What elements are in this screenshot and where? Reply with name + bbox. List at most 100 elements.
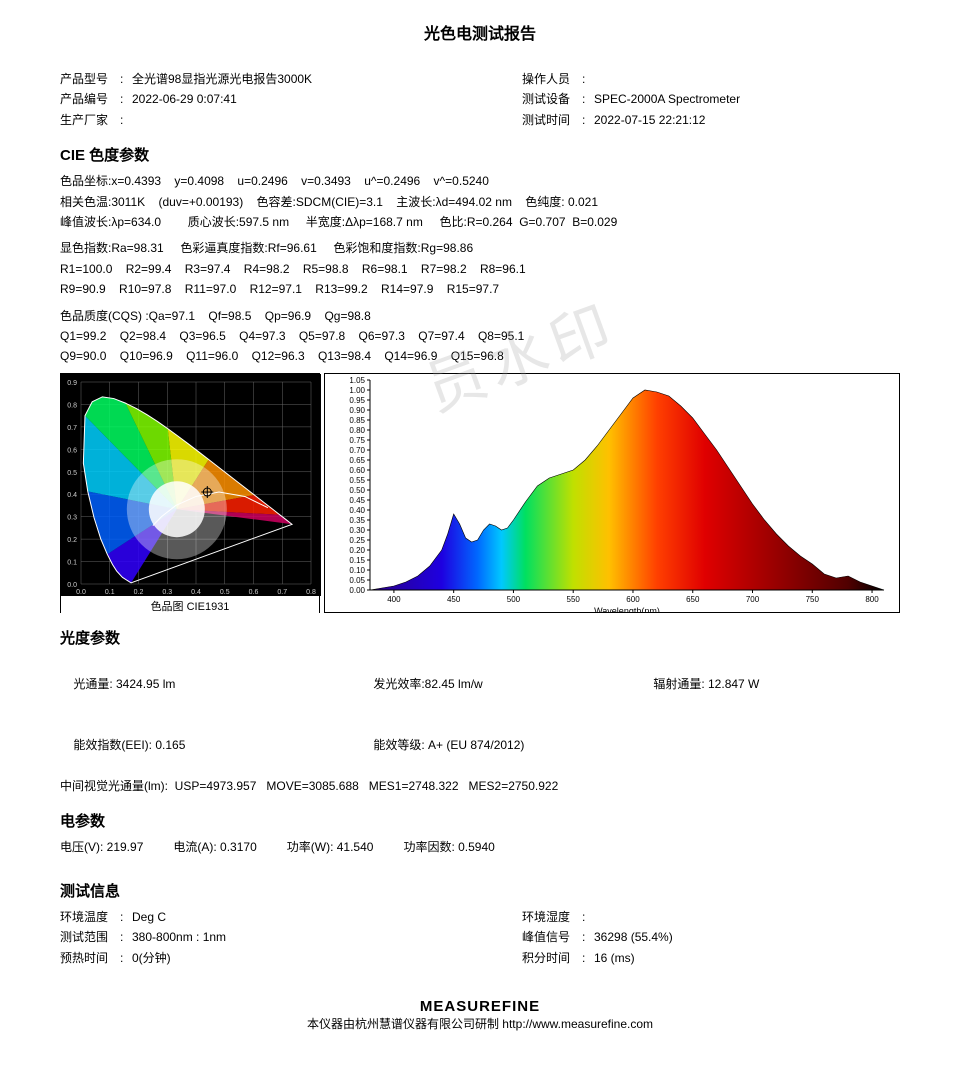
- report-title: 光色电测试报告: [60, 20, 900, 44]
- param-line: 峰值波长:λp=634.0 质心波长:597.5 nm 半宽度:Δλp=168.…: [60, 212, 900, 232]
- testinfo-left: 环境温度:Deg C 测试范围:380-800nm : 1nm 预热时间:0(分…: [60, 907, 522, 968]
- label-manu: 生产厂家: [60, 110, 120, 130]
- meta-block: 产品型号:全光谱98显指光源光电报告3000K 产品编号:2022-06-29 …: [60, 69, 900, 130]
- svg-text:0.7: 0.7: [67, 425, 77, 432]
- svg-text:0.80: 0.80: [349, 426, 365, 435]
- svg-text:0.2: 0.2: [67, 537, 77, 544]
- value-time: 2022-07-15 22:21:12: [594, 113, 705, 127]
- svg-text:0.95: 0.95: [349, 396, 365, 405]
- svg-text:550: 550: [567, 595, 581, 604]
- photometric-line1: 光通量: 3424.95 lm发光效率:82.45 lm/w辐射通量: 12.8…: [60, 654, 900, 715]
- label-integ: 积分时间: [522, 948, 582, 968]
- svg-text:800: 800: [865, 595, 879, 604]
- svg-text:Wavelength(nm): Wavelength(nm): [594, 606, 660, 612]
- svg-text:650: 650: [686, 595, 700, 604]
- svg-text:1.05: 1.05: [349, 376, 365, 385]
- param-line: Q9=90.0 Q10=96.9 Q11=96.0 Q12=96.3 Q13=9…: [60, 346, 900, 366]
- cie-section-title: CIE 色度参数: [60, 144, 900, 165]
- label-device: 测试设备: [522, 89, 582, 109]
- param-line: 相关色温:3011K (duv=+0.00193) 色容差:SDCM(CIE)=…: [60, 192, 900, 212]
- label-peak: 峰值信号: [522, 927, 582, 947]
- charts-row: 0.00.10.20.30.40.50.60.70.80.00.10.20.30…: [60, 373, 900, 613]
- meta-left: 产品型号:全光谱98显指光源光电报告3000K 产品编号:2022-06-29 …: [60, 69, 522, 130]
- flux: 光通量: 3424.95 lm: [73, 674, 373, 694]
- svg-text:0.4: 0.4: [67, 492, 77, 499]
- label-temp: 环境温度: [60, 907, 120, 927]
- radiant-flux: 辐射通量: 12.847 W: [653, 677, 759, 691]
- svg-text:0.15: 0.15: [349, 556, 365, 565]
- svg-text:0.25: 0.25: [349, 536, 365, 545]
- label-operator: 操作人员: [522, 69, 582, 89]
- svg-text:0.5: 0.5: [220, 589, 230, 596]
- label-serial: 产品编号: [60, 89, 120, 109]
- efficacy: 发光效率:82.45 lm/w: [373, 674, 653, 694]
- svg-text:0.7: 0.7: [277, 589, 287, 596]
- param-line: R1=100.0 R2=99.4 R3=97.4 R4=98.2 R5=98.8…: [60, 259, 900, 279]
- value-temp: Deg C: [132, 910, 166, 924]
- param-line: 色品坐标:x=0.4393 y=0.4098 u=0.2496 v=0.3493…: [60, 171, 900, 191]
- svg-text:0.3: 0.3: [162, 589, 172, 596]
- footer-brand: MEASUREFINE: [60, 998, 900, 1015]
- param-line: 显色指数:Ra=98.31 色彩逼真度指数:Rf=96.61 色彩饱和度指数:R…: [60, 238, 900, 258]
- svg-text:0.0: 0.0: [76, 589, 86, 596]
- svg-text:0.85: 0.85: [349, 416, 365, 425]
- electrical-title: 电参数: [60, 810, 900, 831]
- svg-text:0.6: 0.6: [67, 447, 77, 454]
- value-serial: 2022-06-29 0:07:41: [132, 92, 237, 106]
- svg-text:700: 700: [746, 595, 760, 604]
- svg-text:0.6: 0.6: [249, 589, 259, 596]
- param-line: Q1=99.2 Q2=98.4 Q3=96.5 Q4=97.3 Q5=97.8 …: [60, 326, 900, 346]
- svg-text:0.70: 0.70: [349, 446, 365, 455]
- svg-text:0.2: 0.2: [134, 589, 144, 596]
- footer-text: 本仪器由杭州慧谱仪器有限公司研制 http://www.measurefine.…: [60, 1015, 900, 1032]
- label-time: 测试时间: [522, 110, 582, 130]
- param-line: R9=90.9 R10=97.8 R11=97.0 R12=97.1 R13=9…: [60, 279, 900, 299]
- svg-text:0.1: 0.1: [67, 559, 77, 566]
- svg-text:0.5: 0.5: [67, 469, 77, 476]
- value-device: SPEC-2000A Spectrometer: [594, 92, 740, 106]
- svg-text:0.40: 0.40: [349, 506, 365, 515]
- param-line: 色品质度(CQS) :Qa=97.1 Qf=98.5 Qp=96.9 Qg=98…: [60, 306, 900, 326]
- label-model: 产品型号: [60, 69, 120, 89]
- value-model: 全光谱98显指光源光电报告3000K: [132, 72, 312, 86]
- svg-text:0.05: 0.05: [349, 576, 365, 585]
- testinfo-right: 环境湿度: 峰值信号:36298 (55.4%) 积分时间:16 (ms): [522, 907, 900, 968]
- svg-text:400: 400: [387, 595, 401, 604]
- photometric-line3: 中间视觉光通量(lm): USP=4973.957 MOVE=3085.688 …: [60, 776, 900, 796]
- svg-text:0.30: 0.30: [349, 526, 365, 535]
- meta-right: 操作人员: 测试设备:SPEC-2000A Spectrometer 测试时间:…: [522, 69, 900, 130]
- svg-text:0.1: 0.1: [105, 589, 115, 596]
- eei: 能效指数(EEI): 0.165: [73, 735, 373, 755]
- value-preheat: 0(分钟): [132, 951, 171, 965]
- svg-text:500: 500: [507, 595, 521, 604]
- energy-class: 能效等级: A+ (EU 874/2012): [373, 738, 524, 752]
- testinfo-title: 测试信息: [60, 880, 900, 901]
- label-range: 测试范围: [60, 927, 120, 947]
- svg-text:0.50: 0.50: [349, 486, 365, 495]
- svg-text:0.8: 0.8: [306, 589, 316, 596]
- svg-text:0.10: 0.10: [349, 566, 365, 575]
- svg-text:0.35: 0.35: [349, 516, 365, 525]
- value-range: 380-800nm : 1nm: [132, 930, 226, 944]
- svg-text:0.8: 0.8: [67, 402, 77, 409]
- svg-text:0.75: 0.75: [349, 436, 365, 445]
- photometric-line2: 能效指数(EEI): 0.165能效等级: A+ (EU 874/2012): [60, 715, 900, 776]
- testinfo-block: 环境温度:Deg C 测试范围:380-800nm : 1nm 预热时间:0(分…: [60, 907, 900, 968]
- report-page: 员水印 光色电测试报告 产品型号:全光谱98显指光源光电报告3000K 产品编号…: [0, 0, 960, 1072]
- svg-text:0.60: 0.60: [349, 466, 365, 475]
- svg-text:750: 750: [806, 595, 820, 604]
- cie-lines: 色品坐标:x=0.4393 y=0.4098 u=0.2496 v=0.3493…: [60, 171, 900, 232]
- label-humid: 环境湿度: [522, 907, 582, 927]
- svg-text:0.4: 0.4: [191, 589, 201, 596]
- photometric-title: 光度参数: [60, 627, 900, 648]
- spd-chart: 0.000.050.100.150.200.250.300.350.400.45…: [324, 373, 900, 613]
- svg-text:0.45: 0.45: [349, 496, 365, 505]
- cie-caption: 色品图 CIE1931: [61, 596, 319, 616]
- svg-text:0.9: 0.9: [67, 380, 77, 387]
- svg-text:0.00: 0.00: [349, 586, 365, 595]
- svg-text:0.90: 0.90: [349, 406, 365, 415]
- svg-text:0.0: 0.0: [67, 582, 77, 589]
- cri-lines: 显色指数:Ra=98.31 色彩逼真度指数:Rf=96.61 色彩饱和度指数:R…: [60, 238, 900, 299]
- cie-diagram: 0.0 0.1 0.2 0.3 0.4 0.5 0.6 0.7 0.8 0.0 0.1 0.2 0.3 0…: [60, 373, 320, 613]
- svg-text:0.3: 0.3: [67, 514, 77, 521]
